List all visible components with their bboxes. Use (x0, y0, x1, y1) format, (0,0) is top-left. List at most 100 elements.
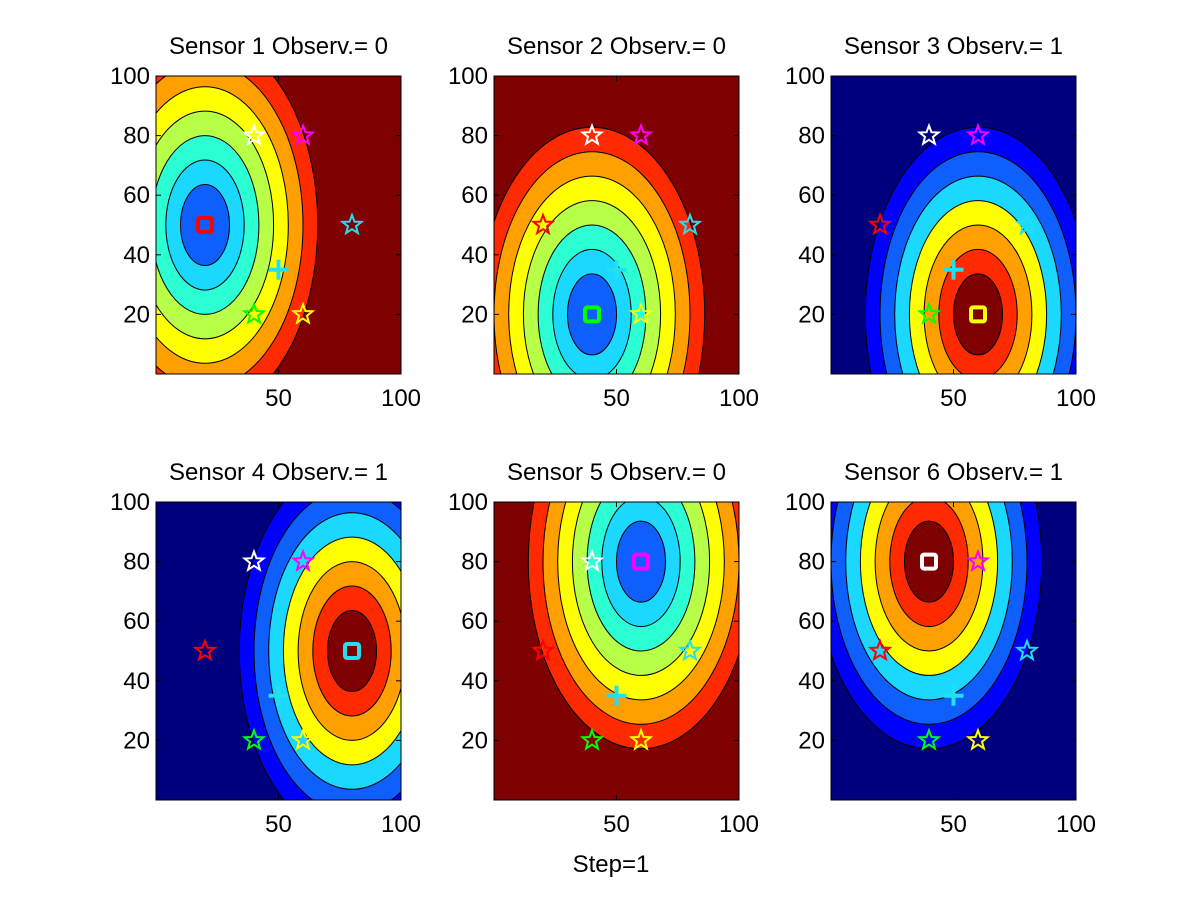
sensor-4-star-marker (1014, 212, 1040, 236)
y-tick-label: 80 (123, 123, 150, 150)
x-tick-label: 50 (265, 385, 292, 412)
contour-field (831, 502, 1076, 800)
markers (867, 548, 1040, 751)
sensor-6-star-marker (916, 122, 942, 147)
sensor-4-star-marker (677, 638, 703, 662)
sensor-5-star-marker (628, 122, 654, 147)
y-tick-label: 40 (798, 668, 825, 695)
y-tick-label: 80 (461, 123, 488, 150)
y-tick-label: 20 (798, 301, 825, 328)
y-tick-label: 60 (461, 608, 488, 635)
sensor-1-star-marker (530, 212, 556, 236)
contour-field (156, 76, 401, 374)
panel-title: Sensor 5 Observ.= 0 (507, 459, 726, 486)
target-plus-marker (943, 259, 964, 280)
subplot-sensor-4: Sensor 4 Observ.= 1 50 100 20 40 60 80 100 (110, 459, 421, 838)
y-tick-label: 40 (461, 668, 488, 695)
y-tick-label: 20 (461, 301, 488, 328)
y-tick-label: 80 (123, 549, 150, 576)
y-tick-label: 80 (798, 123, 825, 150)
panel-title: Sensor 1 Observ.= 0 (169, 33, 388, 60)
x-tick-label: 50 (940, 385, 967, 412)
panel-title: Sensor 3 Observ.= 1 (844, 33, 1063, 60)
y-tick-label: 20 (123, 727, 150, 754)
sensor-1-star-marker (867, 212, 893, 236)
y-tick-label: 60 (123, 182, 150, 209)
y-tick-label: 60 (798, 608, 825, 635)
sensor-2-star-marker (579, 727, 605, 751)
y-tick-label: 100 (448, 489, 488, 516)
contour-field (494, 76, 739, 374)
sensor-1-square-marker (196, 216, 214, 234)
y-tick-label: 40 (123, 242, 150, 269)
y-tick-label: 60 (798, 182, 825, 209)
sensor-2-star-marker (241, 301, 267, 325)
sensor-1-star-marker (192, 638, 218, 662)
target-plus-marker (268, 685, 289, 706)
sensor-3-star-marker (290, 301, 316, 325)
sensor-3-star-marker (290, 727, 316, 751)
markers (530, 122, 703, 325)
target-plus-marker (606, 259, 627, 280)
contour-field (831, 76, 1076, 374)
sensor-4-star-marker (339, 212, 365, 236)
subplot-sensor-1: Sensor 1 Observ.= 0 50 100 20 40 60 80 100 (110, 33, 421, 412)
x-tick-label: 100 (1056, 385, 1096, 412)
sensor-3-star-marker (628, 301, 654, 325)
x-tick-label: 50 (603, 385, 630, 412)
y-tick-label: 40 (123, 668, 150, 695)
sensor-3-square-marker (969, 305, 987, 324)
y-tick-label: 100 (785, 63, 825, 90)
panel-title: Sensor 4 Observ.= 1 (169, 459, 388, 486)
target-plus-marker (606, 685, 627, 706)
sensor-6-square-marker (920, 552, 938, 571)
sensor-5-star-marker (290, 548, 316, 573)
contour-level-1 (180, 183, 230, 267)
y-tick-label: 40 (461, 242, 488, 269)
contour-level-1 (904, 520, 954, 603)
x-tick-label: 100 (1056, 811, 1096, 838)
sensor-5-star-marker (290, 122, 316, 147)
y-tick-label: 20 (123, 301, 150, 328)
sensor-5-square-marker (632, 552, 650, 571)
x-tick-label: 100 (381, 385, 421, 412)
y-tick-label: 60 (461, 182, 488, 209)
x-tick-label: 50 (940, 811, 967, 838)
x-tick-label: 100 (719, 385, 759, 412)
subplot-sensor-6: Sensor 6 Observ.= 1 50 100 20 40 60 80 100 (785, 459, 1096, 838)
sensor-1-star-marker (867, 638, 893, 662)
y-tick-label: 80 (461, 549, 488, 576)
subplot-grid: Sensor 1 Observ.= 050 10020406080100Senso… (110, 33, 1096, 838)
contour-level-1 (567, 273, 617, 356)
figure-xlabel: Step=1 (573, 851, 650, 878)
y-tick-label: 100 (448, 63, 488, 90)
sensor-6-star-marker (579, 122, 605, 147)
sensor-5-star-marker (965, 548, 991, 573)
subplot-sensor-5: Sensor 5 Observ.= 0 50 100 20 40 60 80 100 (448, 459, 759, 838)
y-tick-label: 100 (110, 63, 150, 90)
sensor-4-square-marker (343, 642, 361, 660)
target-plus-marker (943, 685, 964, 706)
subplot-sensor-2: Sensor 2 Observ.= 0 50 100 20 40 60 80 100 (448, 33, 759, 412)
y-tick-label: 20 (461, 727, 488, 754)
contour-level-1 (327, 609, 377, 693)
contour-field (156, 502, 401, 800)
panel-title: Sensor 6 Observ.= 1 (844, 459, 1063, 486)
markers (196, 122, 365, 325)
sensor-6-star-marker (241, 548, 267, 573)
panel-title: Sensor 2 Observ.= 0 (507, 33, 726, 60)
y-tick-label: 40 (798, 242, 825, 269)
sensor-2-star-marker (916, 727, 942, 751)
sensor-4-star-marker (677, 212, 703, 236)
x-tick-label: 100 (381, 811, 421, 838)
markers (530, 548, 703, 751)
sensor-6-star-marker (241, 122, 267, 147)
sensor-2-square-marker (583, 305, 601, 324)
y-tick-label: 60 (123, 608, 150, 635)
x-tick-label: 100 (719, 811, 759, 838)
sensor-2-star-marker (916, 301, 942, 325)
sensor-6-star-marker (579, 548, 605, 573)
markers (192, 548, 361, 751)
y-tick-label: 100 (110, 489, 150, 516)
